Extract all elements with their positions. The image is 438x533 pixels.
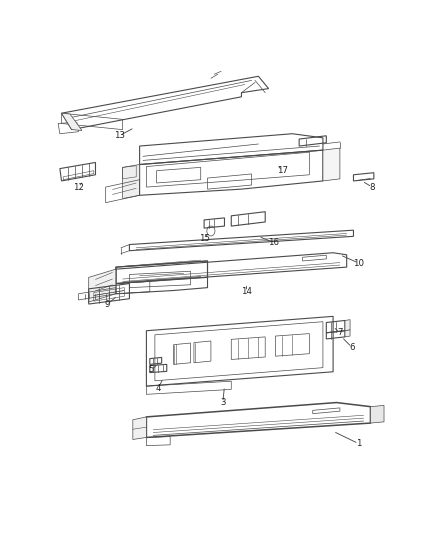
Text: 17: 17: [277, 166, 288, 175]
Polygon shape: [371, 406, 384, 423]
Polygon shape: [123, 165, 140, 199]
Polygon shape: [61, 113, 82, 131]
Polygon shape: [323, 148, 340, 181]
Text: 8: 8: [369, 183, 375, 191]
Text: 16: 16: [268, 238, 279, 247]
Polygon shape: [133, 417, 146, 440]
Polygon shape: [88, 269, 116, 302]
Text: 12: 12: [73, 183, 84, 191]
Text: 10: 10: [353, 259, 364, 268]
Text: 9: 9: [105, 300, 110, 309]
Text: 3: 3: [220, 398, 226, 407]
Text: 15: 15: [198, 234, 210, 243]
Text: 6: 6: [349, 343, 354, 352]
Text: 14: 14: [241, 287, 252, 296]
Text: 13: 13: [114, 131, 125, 140]
Text: 1: 1: [356, 439, 361, 448]
Polygon shape: [345, 320, 350, 330]
Text: 5: 5: [149, 365, 154, 374]
Text: 4: 4: [155, 384, 161, 393]
Polygon shape: [345, 330, 350, 337]
Text: 7: 7: [337, 328, 343, 337]
